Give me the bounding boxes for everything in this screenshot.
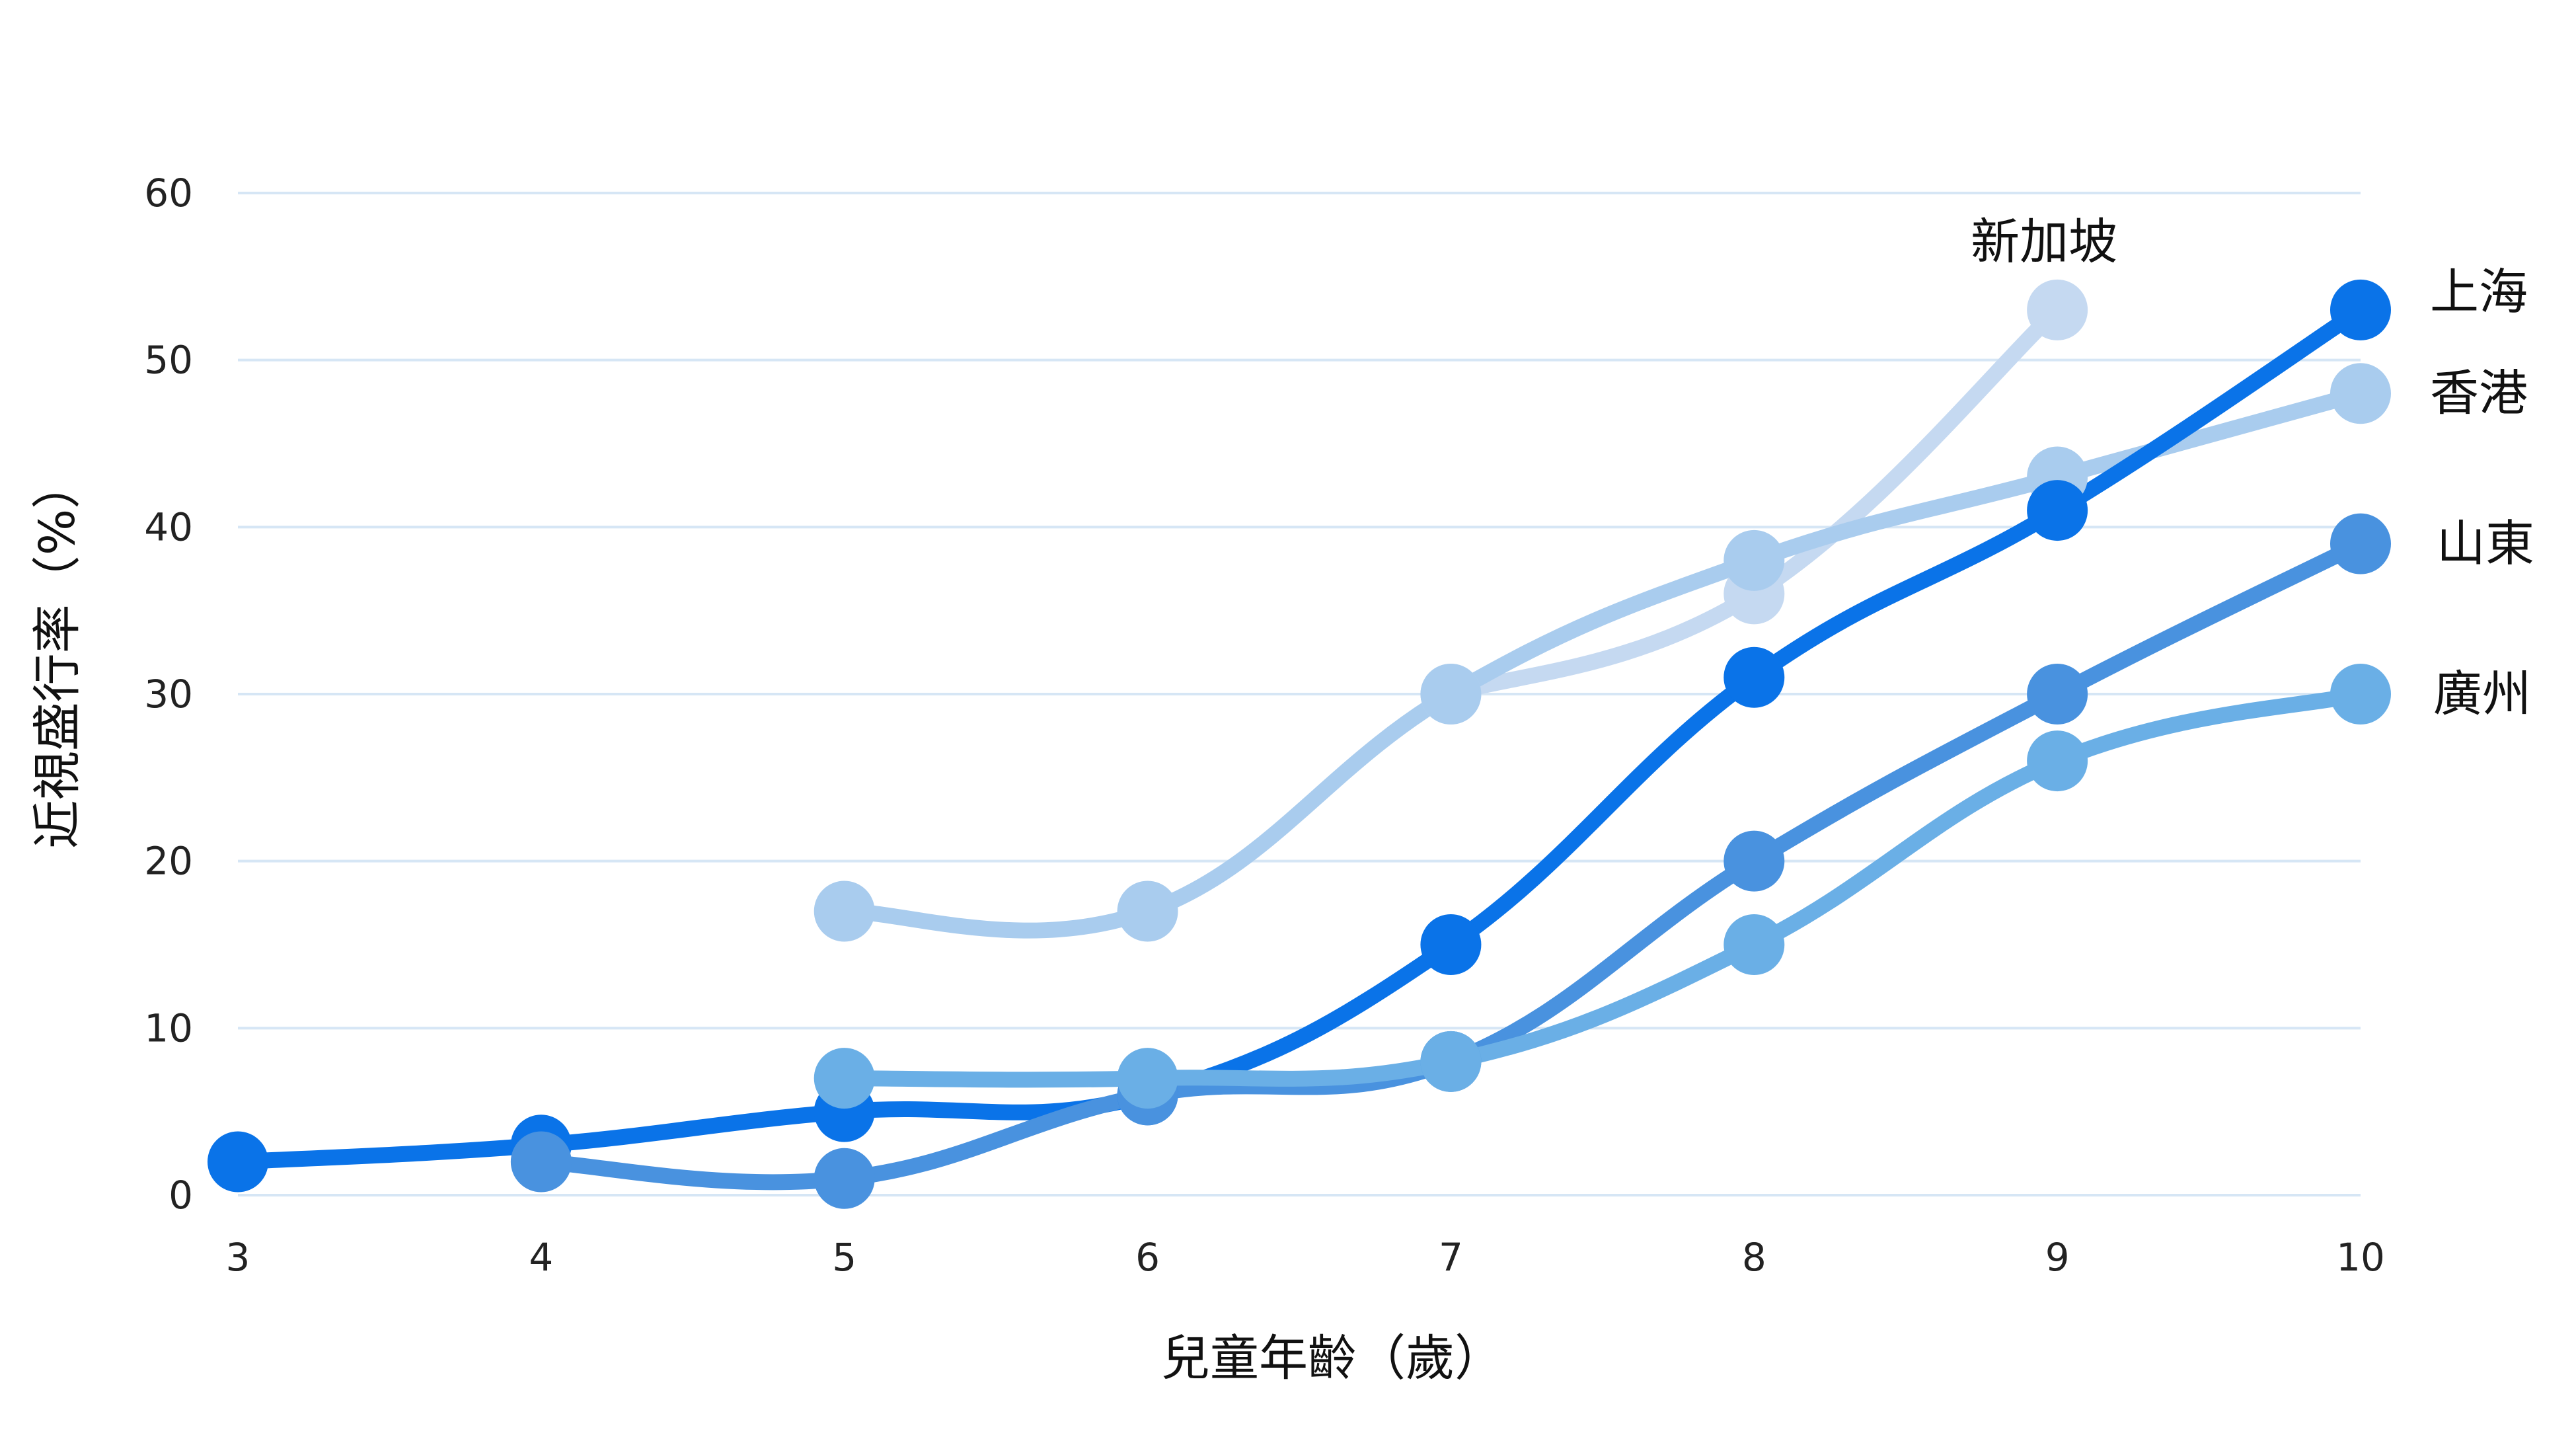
y-tick-label: 30 [144,672,193,717]
y-tick-label: 20 [144,839,193,884]
x-tick-label: 8 [1742,1235,1766,1280]
x-tick-label: 10 [2336,1235,2385,1280]
series-2-line [230,301,2368,1170]
series-1-line [836,385,2368,939]
x-tick-label: 7 [1439,1235,1463,1280]
series-4-point [2330,664,2391,724]
gridlines [238,192,2361,1196]
y-tick-label: 50 [144,338,193,383]
y-tick-label: 40 [144,504,193,549]
series-4-point [1420,1031,1482,1092]
x-axis-title: 兒童年齡（歲） [1161,1330,1503,1387]
series-2-point [1420,914,1482,975]
series-3-point [2027,664,2088,724]
series-3-point [814,1148,875,1209]
y-tick-label: 10 [144,1005,193,1050]
x-axis-ticks: 3 4 5 6 7 8 9 10 [226,1235,2385,1280]
series-4-point [1724,914,1785,975]
x-tick-label: 4 [529,1235,553,1280]
series-2-point [2330,279,2391,340]
series-4-point [814,1048,875,1109]
series-2-point [1724,646,1785,708]
x-tick-label: 9 [2045,1235,2070,1280]
series-4-point [1117,1048,1178,1109]
series-2-point [208,1131,268,1193]
series-3-label: 山東 [2437,516,2534,572]
x-tick-label: 3 [226,1235,250,1280]
series-4-line [836,686,2368,1088]
series-3-point [510,1131,572,1193]
x-tick-label: 6 [1135,1235,1160,1280]
y-tick-label: 0 [169,1173,193,1218]
y-tick-label: 60 [144,171,193,215]
series-0-point [2027,279,2088,340]
y-axis-ticks: 0 10 20 30 40 50 60 [144,171,193,1218]
series-3-point [2330,513,2391,574]
series-1-point [1724,529,1785,591]
series-1-label: 香港 [2430,365,2528,422]
series-1-point [2330,363,2391,424]
series-1-point [1117,881,1178,942]
series-1-point [1420,664,1482,724]
y-axis-title: 近視盛行率（%） [29,460,86,849]
series-3-point [1724,830,1785,892]
series-0-label: 新加坡 [1971,214,2117,270]
series-4-point [2027,730,2088,792]
series-1-point [814,881,875,942]
x-tick-label: 5 [832,1235,856,1280]
series-2-label: 上海 [2430,264,2528,321]
series-2-point [2027,480,2088,541]
series-4-label: 廣州 [2433,666,2531,723]
series-markers [208,279,2391,1209]
